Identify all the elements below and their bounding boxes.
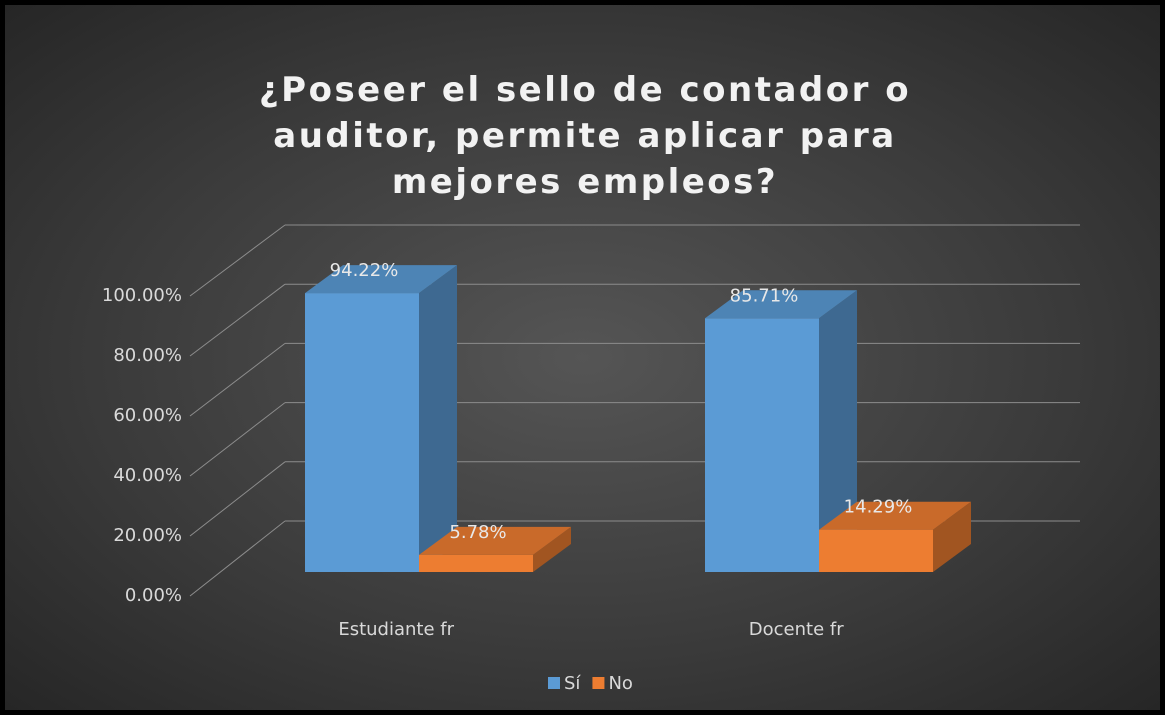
bar-top [705,290,857,319]
grid-line [189,224,286,297]
legend-swatch [592,677,605,689]
y-tick-label: 80.00% [113,345,182,366]
bar-side [933,501,971,572]
bar-top [305,265,457,294]
data-label: 94.22% [330,260,399,281]
grid-line [189,343,286,417]
grid-line [189,461,286,537]
data-label: 5.78% [449,522,506,543]
x-tick-label: Docente fr [749,619,844,640]
legend-swatch [548,677,560,689]
legend-label: Sí [564,673,581,694]
bar-side [533,526,571,572]
bar-front [819,529,933,572]
bar [419,526,571,572]
y-tick-label: 100.00% [102,285,182,306]
data-label: 85.71% [730,285,799,306]
bar-front [305,293,419,572]
y-tick-label: 40.00% [113,465,182,486]
bar-side [419,265,457,572]
bar-side [819,290,857,572]
x-tick-label: Estudiante fr [338,619,454,640]
bar-top [419,526,571,555]
y-tick-label: 60.00% [113,405,182,426]
chart-title: ¿Poseer el sello de contador o auditor, … [258,70,912,202]
chart-area: 0.00% 20.00% 40.00% 60.00% 80.00% 100.00% Estu… [5,5,1160,710]
chart: 0.00% 20.00% 40.00% 60.00% 80.00% 100.00% Estu… [102,224,1080,694]
grid-line [189,283,286,357]
bar-front [419,554,533,572]
bar-front [705,318,819,572]
data-label: 14.29% [844,497,913,518]
grid-line [189,402,286,477]
y-tick-label: 20.00% [113,525,182,546]
bar [705,290,857,572]
grid-line [189,520,286,597]
bar-top [819,501,971,530]
y-tick-label: 0.00% [125,585,182,606]
legend-label: No [608,673,632,694]
bar [819,501,971,572]
bar [305,265,457,572]
